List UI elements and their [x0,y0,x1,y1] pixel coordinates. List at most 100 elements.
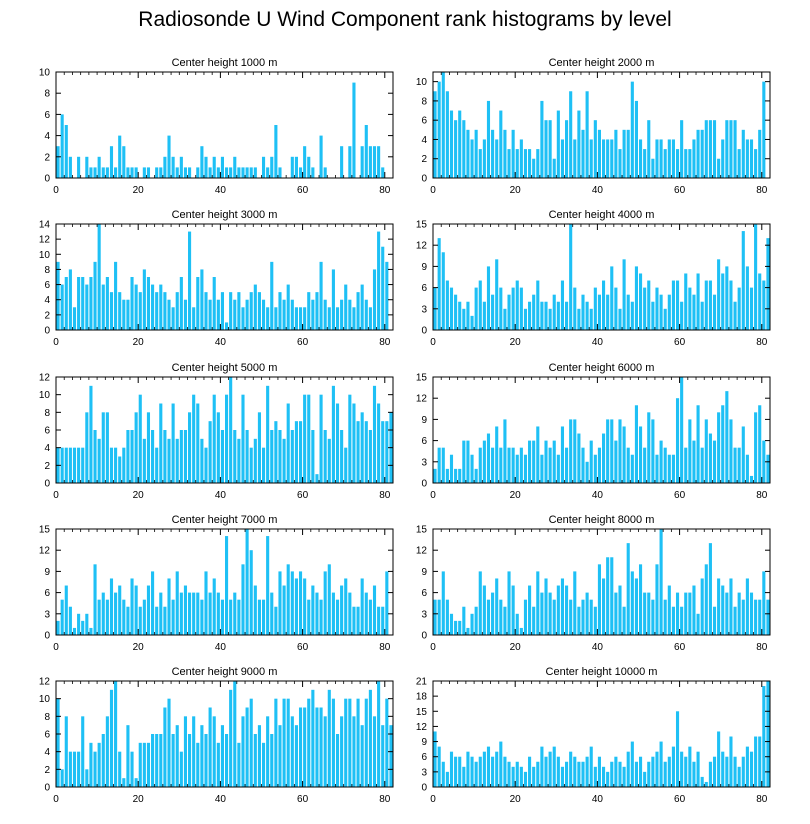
histogram-bar [552,599,556,635]
histogram-bar [204,447,208,483]
histogram-bar [618,419,622,483]
histogram-bar [433,91,437,178]
histogram-bar [462,308,466,330]
plot-frame [432,528,771,636]
histogram-panel: Center height 5000 m 0 2 4 6 8 10 12 0 20 40 60 80 [39,362,394,501]
histogram-bar [556,756,560,787]
histogram-bar [364,592,368,635]
plot-frame [55,223,394,331]
histogram-bar [696,613,700,635]
y-tick-label: 3 [421,767,427,778]
histogram-bar [458,756,462,787]
y-tick-label: 12 [39,677,51,688]
histogram-bar [356,698,360,787]
histogram-bar [72,447,77,483]
histogram-bar [159,734,163,787]
histogram-bar [684,756,688,787]
y-tick-label: 2 [44,765,50,776]
histogram-bar [335,403,340,483]
histogram-bar [536,280,540,330]
histogram-bar [684,447,688,483]
histogram-bar [307,292,311,330]
x-tick-label: 40 [215,490,227,501]
histogram-bar [331,698,335,787]
x-tick-label: 0 [53,794,59,805]
histogram-panel: Center height 1000 m 0 2 4 6 8 10 0 20 40 60 80 [39,57,394,196]
x-tick-label: 20 [510,185,522,196]
histogram-bar [614,287,618,330]
histogram-bar [294,725,298,787]
histogram-bar [700,578,704,635]
histogram-bar [528,756,532,787]
histogram-bar [311,167,315,178]
histogram-bar [118,585,122,635]
x-tick-label: 80 [756,794,768,805]
histogram-bar [745,139,749,178]
y-tick-label: 8 [421,96,427,107]
histogram-bar [704,564,708,635]
histogram-bar [499,447,503,483]
histogram-bar [208,707,212,787]
x-tick-label: 20 [510,337,522,348]
histogram-bar [638,756,643,787]
histogram-bar [528,301,532,330]
y-tick-label: 9 [421,567,427,578]
histogram-bar [68,156,72,178]
x-tick-label: 60 [297,794,309,805]
histogram-bar [478,280,482,330]
histogram-bar [105,277,109,330]
panel-title: Center height 9000 m [172,666,278,678]
histogram-bar [470,454,474,483]
histogram-bar [344,578,348,635]
histogram-bar [81,716,85,787]
histogram-bar [597,294,601,330]
histogram-bar [77,613,81,635]
histogram-bar [507,294,511,330]
histogram-bar [114,167,118,178]
histogram-bar [663,308,667,330]
histogram-bar [544,440,548,483]
histogram-bar [503,308,507,330]
histogram-bar [449,110,454,178]
histogram-bar [101,167,105,178]
y-tick-label: 4 [421,135,427,146]
histogram-bar [610,557,614,635]
histogram-bar [241,564,245,635]
histogram-bar [134,412,138,483]
histogram-bar [233,430,237,483]
histogram-bar [700,301,704,330]
histogram-bar [762,280,766,330]
y-tick-label: 0 [421,783,427,794]
histogram-bar [105,599,109,635]
histogram-bar [581,761,585,787]
histogram-bar [655,139,659,178]
histogram-bar [602,766,606,787]
histogram-bar [257,725,261,787]
histogram-bar [138,394,142,483]
histogram-bar [126,430,130,483]
histogram-bar [229,689,233,787]
histogram-bar [626,447,630,483]
histogram-bar [72,627,77,635]
histogram-bar [651,419,655,483]
histogram-bar [651,756,655,787]
histogram-bar [278,292,282,330]
x-tick-label: 80 [379,337,391,348]
histogram-bar [175,571,179,635]
histogram-bar [552,440,556,483]
histogram-bar [200,438,204,483]
histogram-bar [749,287,754,330]
histogram-bar [377,146,381,178]
histogram-bar [138,292,142,330]
histogram-bar [233,681,237,787]
figure-title: Radiosonde U Wind Component rank histogr… [138,8,672,31]
histogram-bar [491,129,495,178]
histogram-bar [188,734,192,787]
histogram-bar [449,287,454,330]
histogram-bar [507,571,511,635]
histogram-bar [741,129,745,178]
histogram-bar [105,716,109,787]
y-tick-label: 0 [44,631,50,642]
y-tick-label: 15 [416,220,428,231]
histogram-bar [64,125,68,178]
